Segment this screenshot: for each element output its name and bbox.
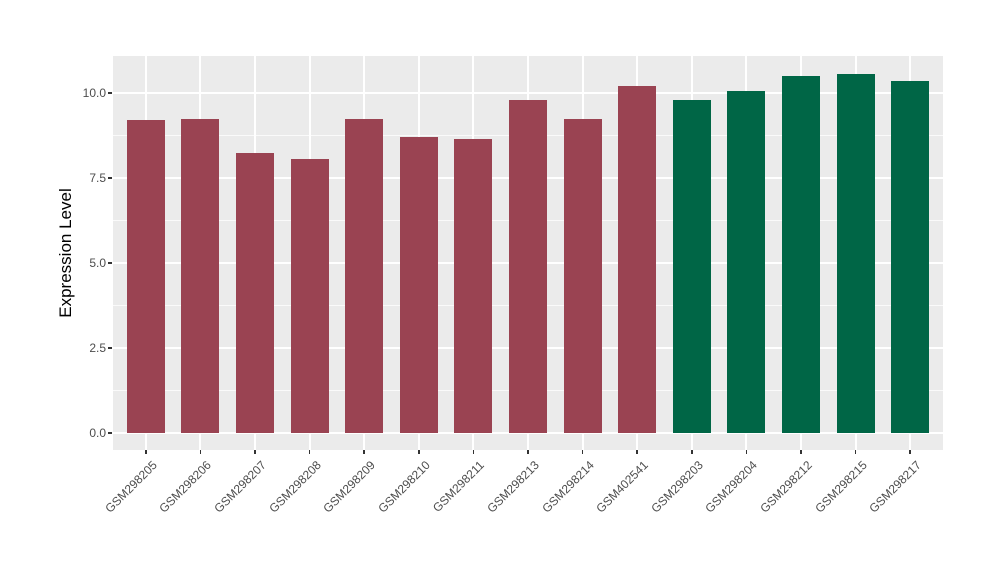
bar-GSM402541 — [618, 86, 657, 433]
x-tick-mark — [691, 450, 693, 454]
x-tick-label: GSM298209 — [320, 458, 379, 516]
x-tick-label: GSM402541 — [593, 458, 652, 516]
bar-GSM298210 — [399, 137, 438, 433]
x-tick-label: GSM298214 — [538, 458, 597, 516]
bar-GSM298206 — [181, 118, 220, 433]
x-tick-label: GSM298204 — [702, 458, 761, 516]
x-tick-label: GSM298206 — [156, 458, 215, 516]
x-tick-mark — [800, 450, 802, 454]
x-tick-label: GSM298210 — [375, 458, 433, 516]
x-tick-mark — [199, 450, 202, 454]
x-tick-label: GSM298208 — [265, 458, 324, 516]
bar-GSM298215 — [836, 74, 875, 433]
y-tick-mark — [108, 432, 112, 434]
x-tick-mark — [308, 450, 311, 454]
x-tick-label: GSM298213 — [484, 458, 542, 516]
y-tick-label: 0.0 — [89, 426, 106, 440]
y-tick-mark — [108, 347, 112, 349]
bar-GSM298214 — [563, 118, 602, 433]
x-tick-label: GSM298217 — [866, 458, 925, 516]
x-tick-mark — [527, 450, 529, 454]
x-tick-label: GSM298211 — [430, 458, 488, 515]
x-tick-mark — [145, 450, 147, 454]
bar-GSM298204 — [727, 91, 766, 433]
x-tick-label: GSM298203 — [648, 458, 706, 516]
bar-GSM298209 — [345, 118, 384, 433]
y-tick-label: 10.0 — [82, 86, 106, 100]
x-tick-label: GSM298215 — [811, 458, 870, 516]
x-tick-mark — [581, 450, 584, 454]
bar-GSM298213 — [509, 99, 547, 433]
bar-GSM298217 — [891, 81, 930, 433]
bar-GSM298208 — [290, 159, 329, 433]
x-tick-mark — [909, 450, 911, 454]
x-tick-label: GSM298205 — [102, 458, 160, 516]
x-tick-mark — [472, 450, 475, 454]
x-tick-mark — [254, 450, 256, 454]
y-tick-label: 2.5 — [89, 341, 106, 355]
bar-GSM298205 — [126, 120, 165, 433]
x-tick-mark — [418, 450, 420, 454]
plot-panel — [113, 56, 943, 450]
y-tick-label: 7.5 — [89, 171, 106, 185]
y-tick-mark — [108, 262, 112, 264]
x-tick-mark — [854, 450, 857, 454]
x-tick-label: GSM298207 — [211, 458, 269, 516]
bar-GSM298212 — [782, 76, 821, 433]
x-tick-mark — [363, 450, 365, 454]
bar-GSM298211 — [454, 138, 493, 433]
x-tick-mark — [636, 450, 638, 454]
y-tick-mark — [108, 177, 112, 179]
y-tick-label: 5.0 — [89, 256, 106, 270]
x-tick-label: GSM298212 — [757, 458, 815, 516]
bar-GSM298203 — [672, 99, 711, 433]
x-tick-mark — [745, 450, 748, 454]
y-axis-title: Expression Level — [56, 188, 75, 318]
bar-GSM298207 — [235, 152, 274, 433]
y-tick-mark — [108, 92, 112, 94]
